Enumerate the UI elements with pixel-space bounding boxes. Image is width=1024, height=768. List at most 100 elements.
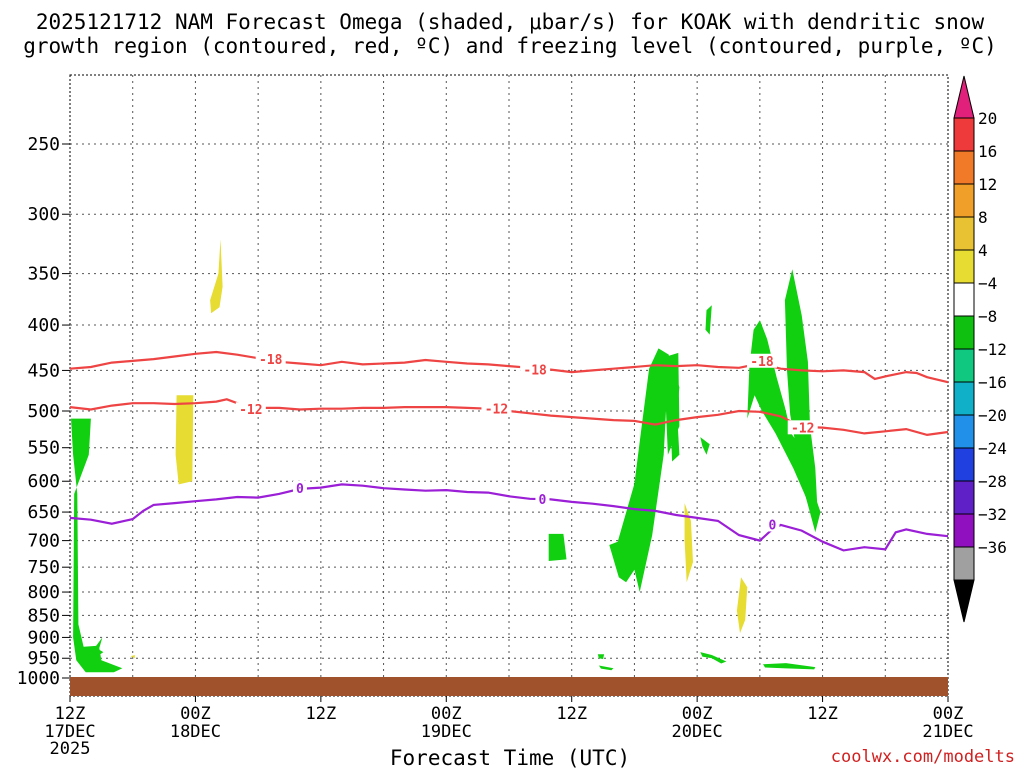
omega-region-green <box>784 269 818 524</box>
colorbar-legend: 20 16 12 8 4 −4 −8 −12 −16 −20 −24 −28 −32 −36 <box>953 75 1007 623</box>
plot-frame <box>69 74 949 697</box>
chart-title-line-2: growth region (contoured, red, ºC) and f… <box>23 34 997 58</box>
omega-region-yellow <box>210 239 223 314</box>
y-tick-label: 400 <box>27 315 60 336</box>
omega-region-yellow <box>130 655 135 659</box>
contour-label-bg <box>765 517 780 532</box>
omega-region-green <box>763 663 816 670</box>
contour-label-bg <box>787 420 818 435</box>
x-tick-date-label: 20DEC <box>672 722 723 742</box>
colorbar-label: 8 <box>978 208 988 227</box>
colorbar-bin <box>953 348 975 383</box>
contour-label: -12 <box>239 403 262 418</box>
colorbar-label: 20 <box>978 109 997 128</box>
contour-label: 0 <box>296 482 304 497</box>
x-tick-date-label: 21DEC <box>922 722 973 742</box>
y-tick-label: 350 <box>27 264 60 285</box>
y-tick-label: 300 <box>27 204 60 225</box>
y-tick-label: 800 <box>27 582 60 603</box>
omega-shaded-regions <box>71 239 821 673</box>
x-tick-label: 12Z <box>55 704 86 724</box>
omega-region-green <box>700 437 710 455</box>
colorbar-label: −20 <box>978 406 1007 425</box>
x-tick-label: 00Z <box>180 704 211 724</box>
x-tick-date-label: 18DEC <box>170 722 221 742</box>
colorbar-bin <box>953 117 975 152</box>
x-axis-label: Forecast Time (UTC) <box>390 746 630 768</box>
x-tick-year-label: 2025 <box>50 739 91 759</box>
y-axis: 2503003504004505005506006507007508008509… <box>17 134 70 689</box>
colorbar-bin <box>953 249 975 284</box>
y-tick-label: 900 <box>27 627 60 648</box>
omega-region-green <box>90 648 104 657</box>
omega-region-green <box>700 652 727 664</box>
credit-text: coolwx.com/modelts <box>831 747 1015 767</box>
omega-region-green <box>671 417 680 462</box>
x-tick-date-label: 19DEC <box>421 722 472 742</box>
colorbar-label: −24 <box>978 439 1007 458</box>
colorbar-label: 16 <box>978 142 997 161</box>
y-tick-label: 1000 <box>17 668 60 689</box>
y-tick-label: 950 <box>27 648 60 669</box>
omega-region-green <box>705 305 712 335</box>
ground-layer <box>70 677 948 696</box>
y-tick-label: 700 <box>27 531 60 552</box>
omega-region-green <box>598 665 614 671</box>
temperature-contours: -18 -18 -18 -12 -12 -12 0 0 0 <box>69 350 949 552</box>
ground-fill <box>70 677 948 696</box>
colorbar-bin <box>953 150 975 185</box>
contour-label-bg <box>292 480 307 495</box>
colorbar-label: 4 <box>978 241 988 260</box>
colorbar-bin <box>953 216 975 251</box>
y-tick-label: 600 <box>27 471 60 492</box>
colorbar-label: −12 <box>978 340 1007 359</box>
contour-label: 0 <box>768 518 776 533</box>
contour-label: -18 <box>259 353 283 368</box>
x-tick-label: 12Z <box>556 704 587 724</box>
colorbar-label: 12 <box>978 175 997 194</box>
colorbar-bin <box>953 546 975 581</box>
chart-title-line-1: 2025121712 NAM Forecast Omega (shaded, μ… <box>36 10 985 34</box>
omega-region-yellow <box>736 577 748 634</box>
colorbar-bin <box>953 315 975 350</box>
y-tick-label: 450 <box>27 360 60 381</box>
colorbar-label: −36 <box>978 538 1007 557</box>
x-tick-label: 12Z <box>807 704 838 724</box>
y-tick-label: 550 <box>27 438 60 459</box>
colorbar-label: −16 <box>978 373 1007 392</box>
contour-label-bg <box>520 362 551 377</box>
plot-area <box>69 74 949 697</box>
contour-label: -18 <box>750 355 774 370</box>
colorbar-bin <box>953 414 975 449</box>
x-tick-date-label: 17DEC <box>44 722 95 742</box>
omega-region-green <box>597 654 605 660</box>
contour-label: -12 <box>791 421 814 436</box>
contour-label: -18 <box>523 363 547 378</box>
contour-label-bg <box>481 401 512 416</box>
contour-line-0 <box>69 483 949 552</box>
omega-region-yellow <box>175 395 194 485</box>
colorbar-bin <box>953 282 975 317</box>
y-tick-label: 500 <box>27 401 60 422</box>
colorbar-label: −32 <box>978 505 1007 524</box>
omega-region-green <box>670 366 680 419</box>
omega-region-green <box>548 533 567 561</box>
colorbar-bin <box>953 447 975 482</box>
contour-label-bg <box>255 352 286 367</box>
colorbar-label: −4 <box>978 274 997 293</box>
colorbar-label: −8 <box>978 307 997 326</box>
y-tick-label: 250 <box>27 134 60 155</box>
x-tick-label: 00Z <box>682 704 713 724</box>
colorbar-bin <box>953 513 975 548</box>
colorbar-bin <box>953 480 975 515</box>
colorbar-bin <box>953 183 975 218</box>
contour-label-bg <box>235 402 266 417</box>
colorbar-label: −28 <box>978 472 1007 491</box>
omega-region-yellow <box>684 503 693 583</box>
contour-label: -12 <box>485 402 508 417</box>
colorbar-bottom-arrow <box>953 579 975 623</box>
contour-label-bg <box>746 353 777 368</box>
y-tick-label: 850 <box>27 605 60 626</box>
